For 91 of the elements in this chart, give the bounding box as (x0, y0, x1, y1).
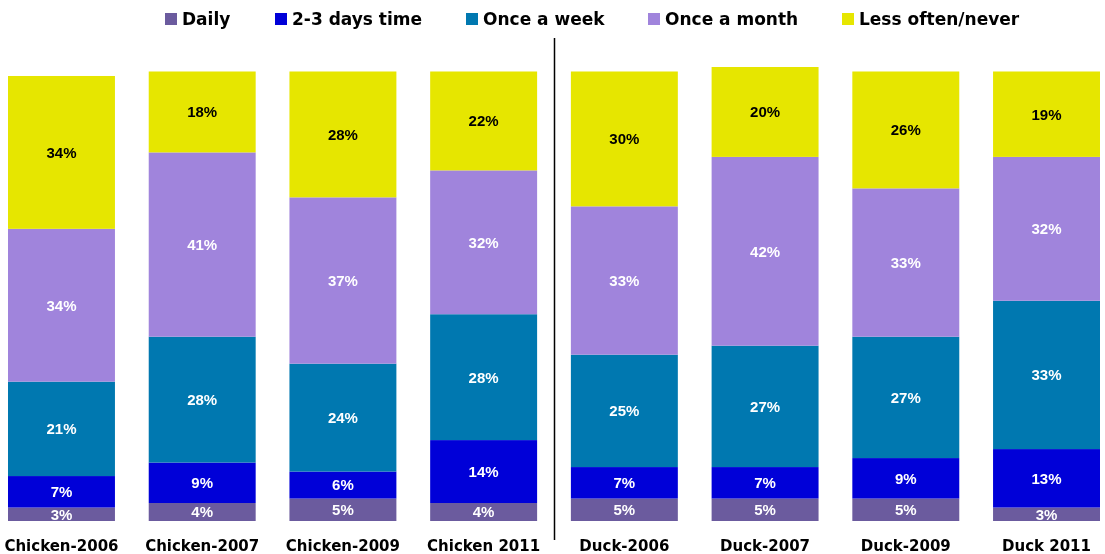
bar (289, 71, 397, 198)
data-label: 37% (327, 271, 358, 289)
data-label: 13% (1031, 469, 1062, 487)
data-label: 9% (894, 469, 917, 487)
bar (852, 188, 960, 337)
data-label: 24% (327, 409, 358, 427)
data-label: 7% (50, 483, 73, 501)
data-label: 28% (327, 125, 358, 143)
bar (570, 354, 678, 468)
data-label: 18% (187, 103, 218, 121)
data-label: 7% (754, 474, 776, 492)
bar (148, 462, 256, 504)
bar (711, 498, 819, 521)
data-label: 33% (1031, 366, 1062, 384)
data-label: 5% (754, 501, 776, 519)
bar (570, 467, 678, 499)
bar (8, 381, 115, 477)
data-label: 3% (50, 505, 73, 523)
data-label: 4% (191, 503, 214, 521)
x-tick-label: Chicken-2006 (4, 537, 119, 554)
data-label: 4% (472, 503, 495, 521)
data-label: 33% (609, 271, 640, 289)
bar (289, 363, 397, 472)
legend-label: Once a week (483, 9, 606, 29)
legend-label: Daily (182, 9, 231, 29)
x-tick-label: Duck-2007 (720, 537, 811, 554)
x-tick-label: Duck-2009 (860, 537, 951, 554)
bar (148, 71, 256, 153)
bar (993, 71, 1100, 157)
bar (289, 471, 397, 499)
data-label: 21% (46, 420, 77, 438)
bar (711, 467, 819, 499)
data-label: 6% (332, 476, 354, 494)
bar (8, 228, 115, 382)
bar (570, 71, 678, 207)
data-label: 5% (332, 501, 354, 519)
bar (711, 345, 819, 468)
bar (852, 458, 960, 499)
data-label: 22% (468, 112, 499, 130)
data-label: 14% (468, 462, 499, 480)
data-label: 33% (890, 253, 921, 271)
bar (570, 498, 678, 521)
bar (430, 440, 538, 504)
legend-label: Less often/never (859, 9, 1020, 29)
data-label: 34% (46, 296, 77, 314)
x-tick-label: Chicken-2009 (285, 537, 400, 554)
data-label: 34% (46, 143, 77, 161)
bar (148, 503, 256, 521)
bar (852, 71, 960, 189)
bar (993, 449, 1100, 508)
bar (8, 476, 115, 508)
data-label: 5% (613, 501, 636, 519)
data-label: 3% (1035, 505, 1058, 523)
legend-label: Once a month (665, 9, 799, 29)
data-label: 41% (187, 235, 218, 253)
x-tick-label: Chicken-2007 (145, 537, 260, 554)
bar (570, 206, 678, 355)
data-label: 26% (890, 121, 921, 139)
data-label: 27% (890, 388, 921, 406)
data-label: 25% (609, 402, 640, 420)
x-tick-label: Duck-2006 (579, 537, 670, 554)
bar (148, 336, 256, 463)
x-tick-label: Chicken 2011 (427, 537, 541, 554)
x-tick-label: Duck 2011 (1002, 537, 1092, 554)
bar (430, 314, 538, 441)
data-label: 27% (750, 397, 781, 415)
data-label: 9% (191, 474, 214, 492)
bar (289, 498, 397, 521)
bar (852, 336, 960, 459)
data-label: 32% (1031, 220, 1062, 238)
bar (148, 152, 256, 337)
bar (430, 71, 538, 171)
legend-label: 2-3 days time (292, 9, 423, 29)
data-label: 20% (750, 103, 781, 121)
data-label: 28% (187, 391, 218, 409)
bar (430, 503, 538, 521)
bar (852, 498, 960, 521)
data-label: 28% (468, 368, 499, 386)
data-label: 30% (609, 130, 640, 148)
data-label: 32% (468, 233, 499, 251)
bar (993, 156, 1100, 301)
data-label: 19% (1031, 105, 1062, 123)
bar (711, 156, 819, 346)
bar (993, 300, 1100, 450)
data-label: 7% (613, 474, 636, 492)
bar (8, 75, 115, 229)
data-label: 42% (750, 242, 781, 260)
bar (430, 170, 538, 315)
bar (711, 67, 819, 157)
bar (289, 197, 397, 364)
data-label: 5% (894, 501, 917, 519)
